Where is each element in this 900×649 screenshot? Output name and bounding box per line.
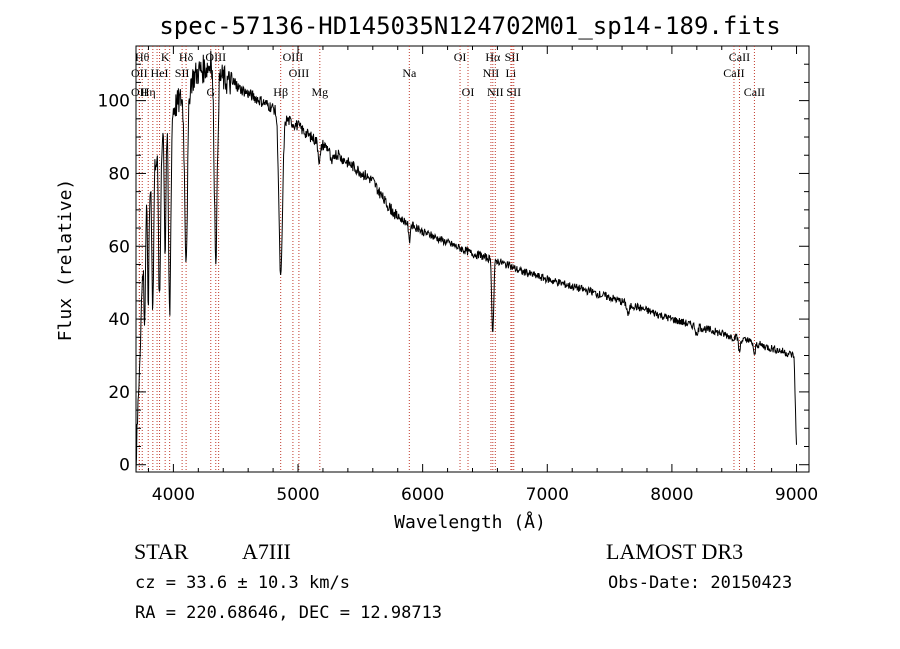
line-marker-label: Hβ xyxy=(273,85,288,99)
line-marker-label: Hθ xyxy=(135,50,150,64)
axis-tick-layer: 4000 5000 6000 7000 8000 9000 0 20 40 60 80 100 xyxy=(98,46,818,505)
survey-name: LAMOST DR3 xyxy=(606,539,744,564)
x-tick-label: 4000 xyxy=(152,485,195,505)
x-tick-label: 8000 xyxy=(650,485,693,505)
x-tick-label: 7000 xyxy=(526,485,569,505)
line-marker-label: SII xyxy=(505,50,520,64)
redshift-text: cz = 33.6 ± 10.3 km/s xyxy=(135,573,350,593)
line-marker-label: Li xyxy=(506,66,517,80)
y-tick-label: 40 xyxy=(108,310,130,330)
line-marker-label: G xyxy=(206,85,215,99)
y-tick-label: 60 xyxy=(108,237,130,257)
line-marker-label: SII xyxy=(175,66,190,80)
line-marker-label: OIII xyxy=(283,50,304,64)
line-marker-label: Na xyxy=(402,66,417,80)
line-marker-label: HeI xyxy=(151,66,169,80)
coordinates-text: RA = 220.68646, DEC = 12.98713 xyxy=(135,603,443,623)
x-axis-label: Wavelength (Å) xyxy=(394,511,546,533)
line-marker-label: OI xyxy=(462,85,475,99)
line-marker-label: OII xyxy=(131,85,148,99)
x-tick-label: 5000 xyxy=(276,485,319,505)
spectrum-line xyxy=(135,50,797,472)
line-marker-label: Hδ xyxy=(179,50,194,64)
line-marker-label: Hη xyxy=(141,85,156,99)
spectral-class: A7III xyxy=(242,539,291,564)
line-marker-label: SII xyxy=(506,85,521,99)
line-marker-label: OI xyxy=(454,50,467,64)
x-tick-label: 6000 xyxy=(401,485,444,505)
y-tick-label: 100 xyxy=(98,92,130,112)
chart-title: spec-57136-HD145035N124702M01_sp14-189.f… xyxy=(159,12,780,40)
obs-date-text: Obs-Date: 20150423 xyxy=(608,573,793,593)
line-marker-label: CaII xyxy=(723,66,744,80)
line-marker-label: K xyxy=(161,50,170,64)
y-tick-label: 20 xyxy=(108,383,130,403)
plot-frame xyxy=(135,45,810,473)
object-type: STAR xyxy=(134,539,189,564)
line-marker-label: Mg xyxy=(311,85,328,99)
line-marker-label: NII xyxy=(483,66,500,80)
y-tick-label: 0 xyxy=(119,456,130,476)
line-marker-label: OIII xyxy=(289,66,310,80)
line-marker-label: Hα xyxy=(485,50,501,64)
line-marker-layer: HθOIIOIIHηHeIKSIIHδGOIIIHβOIIIOIIIMgNaOI… xyxy=(131,46,765,472)
y-axis-label: Flux (relative) xyxy=(55,179,76,342)
line-marker-label: OIII xyxy=(205,50,226,64)
line-marker-label: CaII xyxy=(744,85,765,99)
y-tick-label: 80 xyxy=(108,164,130,184)
line-marker-label: NII xyxy=(487,85,504,99)
x-tick-label: 9000 xyxy=(775,485,818,505)
line-marker-label: CaII xyxy=(729,50,750,64)
